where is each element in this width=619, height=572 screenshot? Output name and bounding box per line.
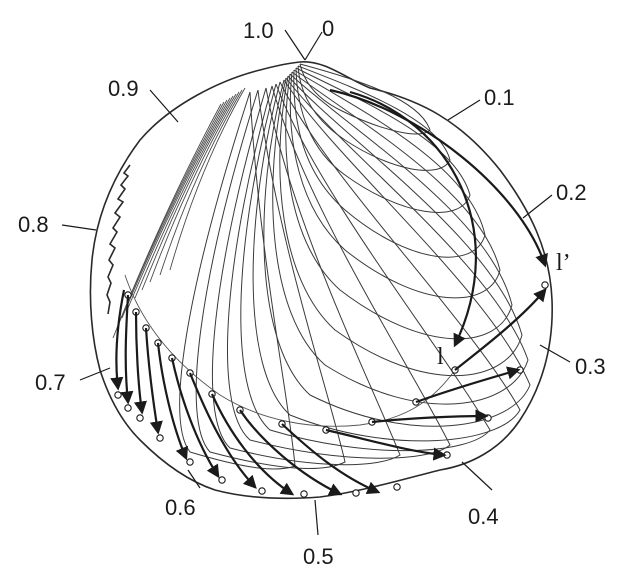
growth-arrows: [110, 88, 548, 496]
leader-0-6: [187, 469, 201, 489]
point-marker: [186, 458, 194, 466]
arrow: [170, 357, 220, 479]
growth-front-points: [124, 291, 459, 434]
arrow: [110, 289, 126, 391]
arrow: [371, 409, 489, 424]
arrow: [415, 366, 521, 404]
leader-0-1: [447, 99, 481, 121]
arrow: [144, 327, 163, 435]
arrow: [349, 90, 477, 348]
radial-ribs: [112, 87, 246, 339]
label-0-8: 0.8: [18, 212, 49, 237]
arrow: [156, 342, 188, 461]
arrow: [329, 88, 548, 268]
point-marker: [156, 434, 164, 442]
label-0-7: 0.7: [35, 370, 66, 395]
point-marker: [124, 404, 132, 412]
point-marker: [218, 476, 226, 484]
growth-front-line: [124, 274, 456, 427]
label-0-1: 0.1: [484, 85, 515, 110]
leader-0-4: [461, 461, 493, 491]
label-0-4: 0.4: [468, 504, 499, 529]
point-marker: [393, 483, 401, 491]
label-0: 0: [322, 16, 334, 41]
label-0-2: 0.2: [556, 180, 587, 205]
label-leaders: [61, 29, 571, 536]
arrow: [120, 294, 134, 405]
label-1-0: 1.0: [243, 18, 274, 43]
label-0-9: 0.9: [108, 76, 139, 101]
point-marker: [258, 487, 266, 495]
leader-0-2: [522, 194, 553, 219]
arrow: [133, 311, 147, 415]
growth-lines: [179, 63, 531, 470]
arrow: [281, 423, 381, 494]
point-marker: [352, 489, 360, 497]
arrow: [188, 372, 257, 489]
shell-serrated-edge: [106, 164, 131, 315]
leader-0-8: [61, 224, 97, 231]
point-marker: [443, 451, 451, 459]
leader-0-5: [314, 499, 319, 536]
label-0-6: 0.6: [165, 495, 196, 520]
leader-0-7: [79, 367, 111, 381]
perimeter-labels: 1.0 0 0.1 0.2 0.3 0.4 0.5 0.6 0.7 0.8 0.…: [18, 16, 606, 569]
arrow: [325, 428, 447, 461]
point-l-prime: [541, 281, 549, 289]
leader-0-3: [539, 344, 571, 363]
arrow: [210, 393, 295, 496]
label-point-l: l: [437, 344, 444, 370]
point-marker: [300, 490, 308, 498]
label-point-l-prime: l’: [556, 250, 571, 276]
arrow: [239, 409, 343, 496]
leader-1-0: [284, 29, 306, 61]
leader-0: [304, 31, 323, 61]
point-marker: [136, 414, 144, 422]
leader-0-9: [149, 89, 179, 123]
shell-outline: [89, 61, 553, 500]
arrow: [454, 287, 547, 371]
point-marker: [114, 391, 122, 399]
label-0-3: 0.3: [575, 354, 606, 379]
label-0-5: 0.5: [303, 544, 334, 569]
